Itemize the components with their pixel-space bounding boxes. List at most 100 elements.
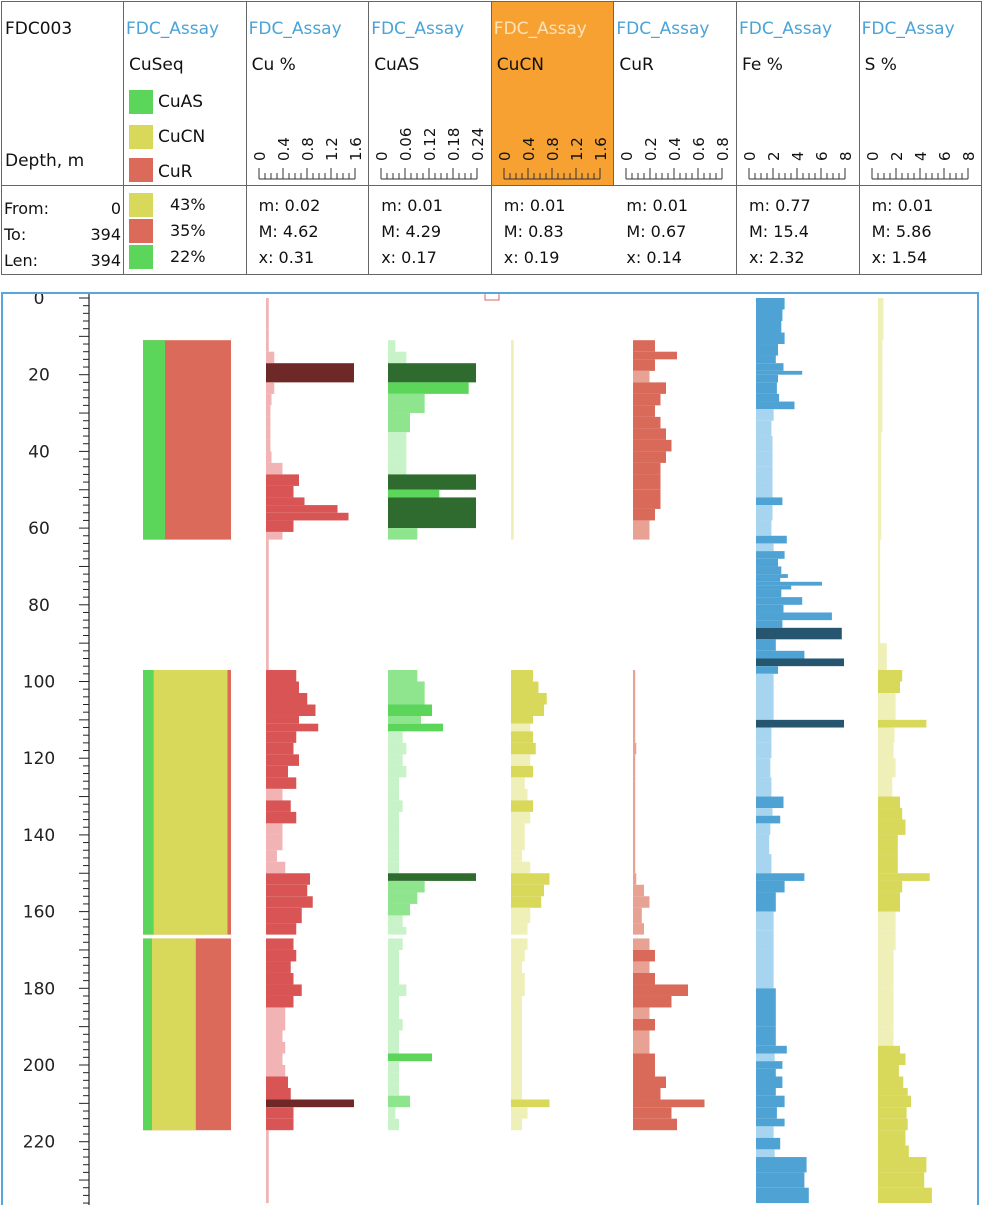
bar-cuas bbox=[388, 1095, 410, 1108]
axis-tick-label: 1.6 bbox=[346, 137, 365, 161]
bar-s bbox=[878, 758, 896, 778]
column-table-name: FDC_Assay bbox=[248, 19, 342, 39]
log-plot-panel[interactable]: 0 20 40 60 80 100 120 140 160 180 200 220 bbox=[1, 292, 979, 1205]
legend-swatch-cuas bbox=[129, 90, 153, 114]
axis-tick-label: 0.8 bbox=[298, 137, 317, 161]
column-field-name: CuSeq bbox=[129, 55, 184, 75]
bar-cur bbox=[633, 873, 637, 885]
composition-swatch-cuas bbox=[129, 245, 153, 269]
bar-fe bbox=[756, 666, 778, 674]
bar-fe bbox=[756, 727, 772, 743]
bar-cu bbox=[266, 1065, 286, 1077]
bar-cu bbox=[266, 984, 302, 996]
bar-cucn bbox=[511, 907, 531, 924]
bar-cuas bbox=[388, 340, 396, 352]
bar-cu bbox=[266, 462, 283, 475]
bar-fe bbox=[756, 597, 803, 605]
column-header-s[interactable]: FDC_Assay S % 0 2 4 6 8 m: 0.01 M: 5.86 x: 1.54 bbox=[860, 1, 983, 275]
bar-cucn bbox=[511, 923, 528, 935]
bar-cu bbox=[266, 742, 294, 755]
bar-s bbox=[878, 834, 898, 855]
bar-cu bbox=[266, 351, 275, 364]
bar-cu bbox=[266, 298, 269, 329]
bar-s bbox=[878, 432, 882, 540]
bar-cu bbox=[266, 505, 338, 513]
bar-cu bbox=[266, 520, 294, 532]
axis-tick-label: 0.6 bbox=[690, 137, 709, 161]
column-header-cucn[interactable]: FDC_Assay CuCN 0 0.4 0.8 1.2 1.6 m: 0.01 M: 0.83… bbox=[491, 1, 615, 267]
bar-fe bbox=[756, 1149, 775, 1158]
bar-fe bbox=[756, 1137, 781, 1150]
bar-fe bbox=[756, 1157, 807, 1173]
bar-cur bbox=[633, 508, 655, 521]
bar-fe bbox=[756, 742, 772, 759]
bar-s bbox=[878, 704, 896, 720]
column-header-cuas[interactable]: FDC_Assay CuAS 0 0.06 0.12 0.18 0.24 m: 0.01 M: … bbox=[369, 1, 492, 275]
bar-fe bbox=[756, 1107, 777, 1119]
bar-cur bbox=[633, 1099, 705, 1108]
bar-fe bbox=[756, 1076, 783, 1089]
column-header-cur[interactable]: FDC_Assay CuR 0 0.2 0.4 0.6 0.8 m: 0.01 M: 0.67 x… bbox=[614, 1, 737, 275]
composition-pct-cur: 35% bbox=[170, 221, 206, 240]
scale-ruler bbox=[380, 168, 478, 180]
scale-ruler bbox=[871, 168, 969, 180]
log-plot-svg: 0 20 40 60 80 100 120 140 160 180 200 220 bbox=[23, 294, 932, 1205]
column-header-cu[interactable]: FDC_Assay Cu % 0 0.4 0.8 1.2 1.6 m: 0.02 M: 4.62… bbox=[247, 1, 370, 275]
bar-fe bbox=[756, 577, 781, 582]
axis-tick-label: 1.2 bbox=[567, 137, 586, 161]
bar-cur bbox=[633, 393, 661, 406]
bar-cuas bbox=[388, 1061, 399, 1073]
bar-cuas bbox=[388, 382, 469, 394]
bar-cuas bbox=[388, 432, 407, 452]
scale-ruler bbox=[748, 168, 846, 180]
axis-tick-label: 0.18 bbox=[445, 127, 464, 161]
bar-cuas bbox=[388, 1030, 399, 1042]
stat-max: M: 4.29 bbox=[381, 222, 442, 241]
bar-fe bbox=[756, 1026, 776, 1046]
bar-cucn bbox=[511, 949, 525, 962]
bar-cur bbox=[633, 1088, 661, 1100]
depth-tick-label: 120 bbox=[23, 749, 55, 769]
bar-cu bbox=[266, 1041, 286, 1054]
bar-cucn bbox=[511, 723, 531, 732]
bar-fe bbox=[756, 808, 773, 816]
cuseq-cucn-fill bbox=[151, 938, 196, 1131]
bar-cuas bbox=[388, 938, 403, 950]
bar-s bbox=[878, 1095, 911, 1108]
column-header-fe[interactable]: FDC_Assay Fe % 0 2 4 6 8 m: 0.77 M: 15.4 x: 2.32 bbox=[737, 1, 860, 275]
bar-cur bbox=[633, 439, 672, 452]
bar-cuas bbox=[388, 393, 425, 414]
bar-s bbox=[878, 1118, 908, 1131]
depth-header-cell[interactable]: FDC003 Depth, m From: To: Len: 0 394 394 bbox=[1, 1, 124, 275]
bar-fe bbox=[756, 1187, 809, 1204]
bar-cuas bbox=[388, 474, 476, 490]
axis-tick-label: 0.2 bbox=[642, 137, 661, 161]
bar-cu bbox=[266, 972, 294, 985]
bar-cu bbox=[266, 834, 283, 851]
bar-s bbox=[878, 643, 887, 670]
stat-max: M: 4.62 bbox=[258, 222, 319, 241]
bar-fe bbox=[756, 719, 844, 728]
stat-min: m: 0.01 bbox=[626, 196, 689, 215]
axis-tick-label: 1.6 bbox=[591, 137, 610, 161]
column-table-name: FDC_Assay bbox=[861, 19, 955, 39]
bar-cucn bbox=[511, 777, 525, 789]
cuseq-cuas-fill bbox=[143, 340, 165, 540]
bar-cucn bbox=[511, 1088, 522, 1100]
bar-cur bbox=[633, 1076, 666, 1089]
bar-cu bbox=[266, 474, 299, 486]
header-bottom-border bbox=[1, 274, 981, 275]
bar-cu bbox=[266, 723, 319, 732]
axis-tick-label: 8 bbox=[959, 151, 978, 161]
bar-fe bbox=[756, 436, 773, 452]
bar-cur bbox=[633, 1065, 655, 1077]
bar-fe bbox=[756, 374, 778, 383]
bar-cu bbox=[266, 923, 297, 935]
column-header-cuseq[interactable]: FDC_Assay CuSeq CuAS CuCN CuR 43% 35% 22… bbox=[124, 1, 247, 275]
bar-cucn bbox=[511, 873, 550, 885]
bar-cucn bbox=[511, 1041, 522, 1054]
axis-tick-label: 0.4 bbox=[274, 137, 293, 161]
bar-cu bbox=[266, 328, 269, 341]
bar-fe bbox=[756, 1095, 785, 1108]
bar-cu bbox=[266, 1088, 291, 1100]
